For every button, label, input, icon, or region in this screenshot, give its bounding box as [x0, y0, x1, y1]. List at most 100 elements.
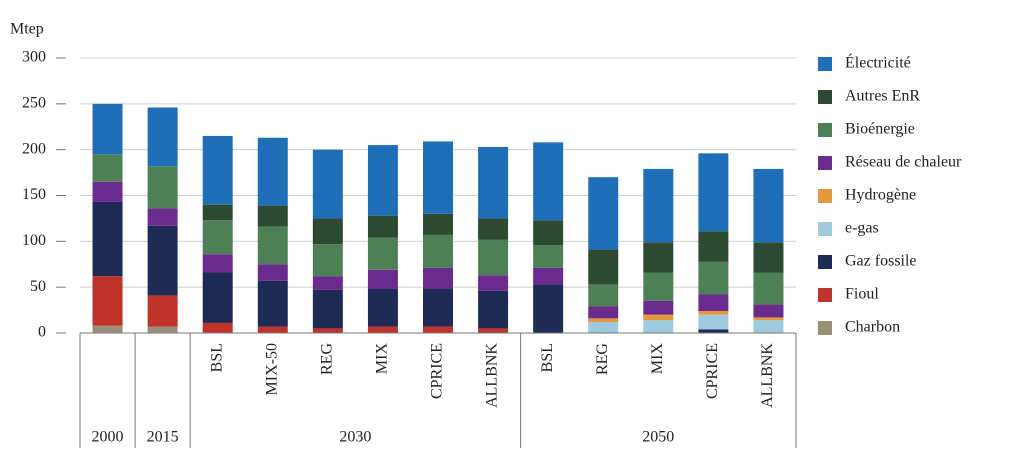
legend-swatch [818, 288, 832, 302]
bar-segment [147, 295, 178, 327]
legend-label: e-gas [845, 220, 879, 237]
bar-segment [533, 142, 564, 221]
category-label: ALLBNK [484, 343, 501, 408]
bar-segment [147, 107, 178, 167]
y-tick-label: 100 [22, 232, 46, 249]
bar-segment [423, 326, 453, 333]
legend-swatch [818, 123, 832, 137]
bar-segment [367, 215, 398, 238]
bar-segment [753, 304, 784, 318]
bar-segment [257, 226, 288, 265]
bar-segment [698, 153, 729, 232]
y-axis-label: Mtep [10, 21, 44, 38]
group-label: 2050 [642, 429, 674, 446]
bar-segment [257, 326, 288, 333]
legend-label: Hydrogène [845, 187, 916, 204]
bar-segment [643, 300, 674, 315]
bar-segment [423, 289, 453, 327]
bar-segment [367, 237, 398, 270]
bar-segment [367, 269, 398, 289]
legend-label: Gaz fossile [845, 253, 917, 270]
legend-swatch [818, 57, 832, 71]
category-label: BSL [539, 343, 556, 372]
bar-segment [257, 205, 288, 227]
bar-segment [478, 328, 509, 333]
category-label: ALLBNK [759, 343, 776, 408]
bar-segment [147, 208, 178, 226]
bar-segment [698, 261, 729, 295]
bar-segment [588, 177, 619, 250]
bar-segment [753, 242, 784, 273]
bar-segment [643, 168, 674, 243]
category-label: MIX-50 [263, 343, 280, 395]
bar-segment [588, 284, 619, 307]
bar-segment [423, 267, 453, 289]
legend-label: Réseau de chaleur [845, 154, 962, 171]
y-tick-label: 0 [38, 324, 46, 341]
bar-segment [533, 267, 564, 285]
category-label: CPRICE [429, 343, 446, 399]
bar-segment [588, 306, 619, 319]
category-label: MIX [649, 343, 666, 375]
bar-segment [753, 317, 784, 321]
bar-segment [92, 325, 123, 333]
bar-segment [478, 146, 509, 219]
bar-segment [533, 284, 564, 333]
y-tick-label: 150 [22, 186, 46, 203]
category-label: REG [594, 343, 611, 375]
bar-segment [698, 314, 729, 330]
legend-label: Charbon [845, 319, 900, 336]
bar-segment [753, 168, 784, 243]
category-label: REG [319, 343, 336, 375]
bar-segment [643, 320, 674, 333]
bar-segment [698, 329, 729, 333]
bar-segment [533, 245, 564, 268]
bar-segment [698, 231, 729, 262]
group-label: 2000 [92, 429, 124, 446]
bar-segment [643, 314, 674, 321]
legend-label: Bioénergie [845, 121, 915, 138]
bar-segment [478, 218, 509, 240]
bar-segment [202, 272, 233, 323]
bar-segment [257, 137, 288, 206]
bar-segment [367, 289, 398, 327]
bar-segment [423, 141, 453, 214]
bar-segment [753, 320, 784, 333]
bar-segment [312, 328, 343, 333]
legend-swatch [818, 255, 832, 269]
bar-segment [257, 264, 288, 281]
bar-segment [698, 311, 729, 315]
bar-segment [478, 275, 509, 291]
bar-segment [147, 225, 178, 296]
bar-segment [643, 242, 674, 273]
legend-swatch [818, 90, 832, 104]
bar-segment [92, 201, 123, 277]
bar-segment [257, 280, 288, 327]
bar-segment [312, 289, 343, 329]
bar-segment [698, 294, 729, 311]
category-label: MIX [374, 343, 391, 375]
bar-segment [423, 213, 453, 235]
bar-segment [533, 220, 564, 245]
bar-segment [202, 322, 233, 333]
bar-segment [92, 103, 123, 155]
bar-segment [643, 272, 674, 301]
bar-segment [202, 254, 233, 273]
y-tick-label: 50 [30, 278, 46, 295]
bar-segment [312, 149, 343, 219]
bar-segment [753, 272, 784, 305]
bar-segment [202, 135, 233, 205]
legend-swatch [818, 321, 832, 335]
legend-swatch [818, 189, 832, 203]
bar-segment [92, 181, 123, 202]
y-tick-label: 200 [22, 140, 46, 157]
bar-segment [367, 326, 398, 333]
bar-segment [92, 276, 123, 326]
bar-segment [312, 218, 343, 245]
y-tick-label: 300 [22, 49, 46, 66]
category-label: BSL [208, 343, 225, 372]
category-label: CPRICE [704, 343, 721, 399]
bar-segment [312, 276, 343, 290]
bar-segment [312, 244, 343, 277]
